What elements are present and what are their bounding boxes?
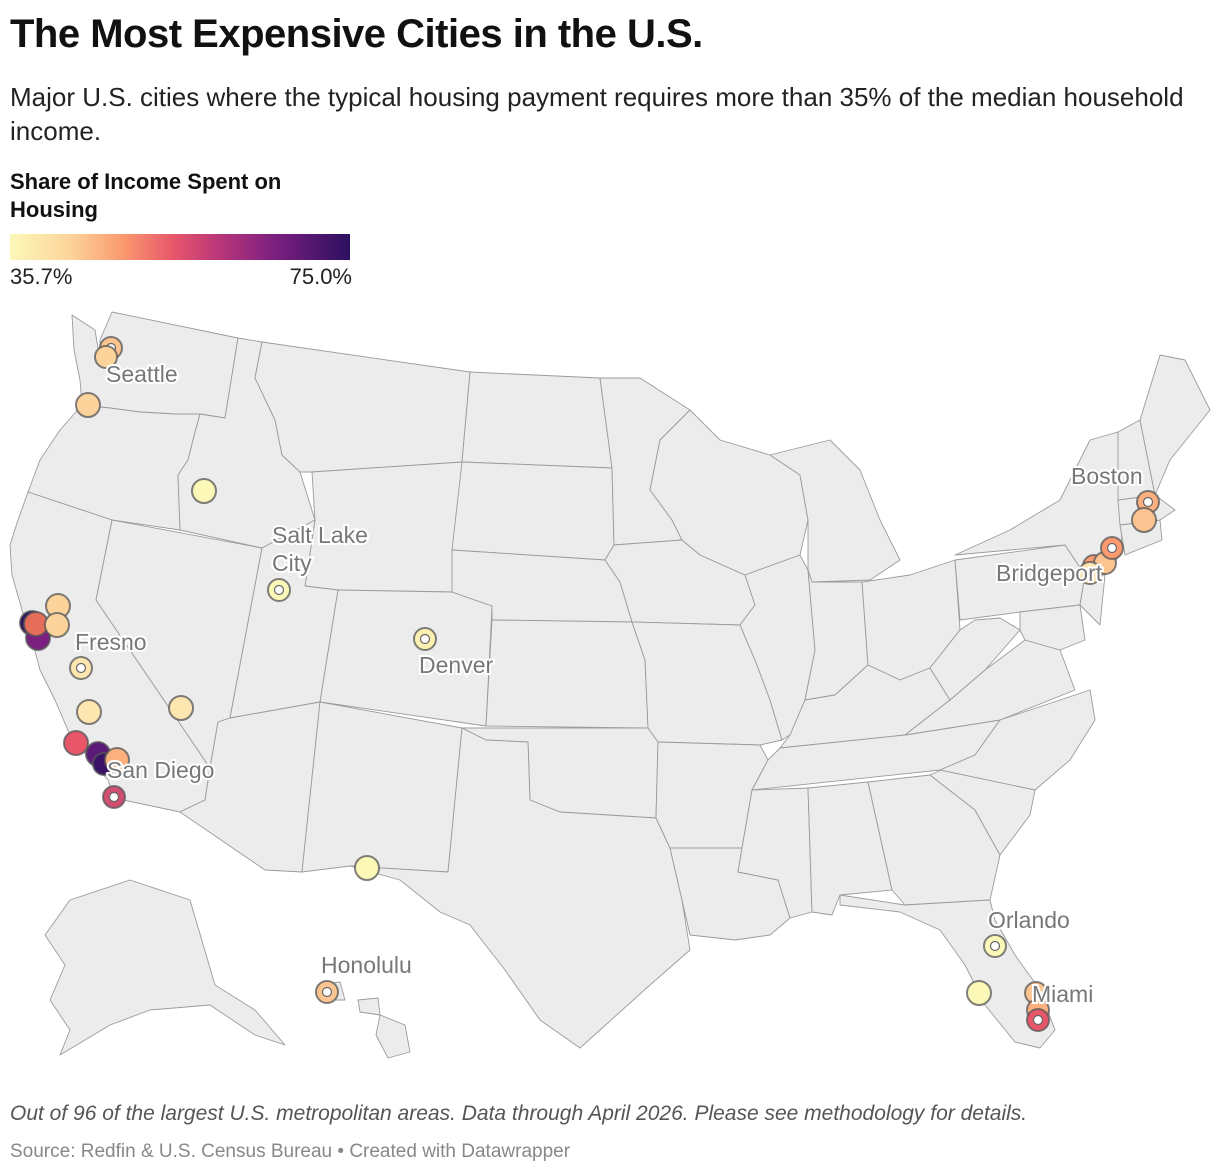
bubble-bay-area-e[interactable]	[44, 612, 70, 638]
bubble-portland[interactable]	[75, 392, 101, 418]
bubble-honolulu-center	[321, 986, 333, 998]
state-michigan	[769, 439, 901, 583]
chart-subtitle: Major U.S. cities where the typical hous…	[10, 82, 1184, 146]
label-seattle: Seattle	[106, 361, 178, 387]
bubble-salt-lake-city-center	[273, 584, 285, 596]
label-fresno: Fresno	[75, 629, 147, 655]
bubble-riverside[interactable]	[104, 747, 130, 773]
bubble-cape-coral[interactable]	[966, 980, 992, 1006]
city-labels: Seattle Salt Lake City Fresno Denver San…	[73, 359, 1145, 1009]
legend-gradient-bar	[10, 234, 350, 260]
state-south-dakota	[451, 461, 615, 561]
chart-title: The Most Expensive Cities in the U.S.	[10, 12, 703, 56]
city-bubbles	[19, 336, 1160, 1032]
bubble-miami-center	[1032, 1014, 1044, 1026]
bubble-bakersfield[interactable]	[76, 699, 102, 725]
bubble-seattle[interactable]	[94, 345, 118, 369]
bubble-boise[interactable]	[191, 478, 217, 504]
bubble-oxnard[interactable]	[63, 730, 89, 756]
state-florida	[839, 894, 1056, 1049]
label-salt-lake-line2: City	[272, 550, 312, 576]
bubble-providence[interactable]	[1131, 507, 1157, 533]
bubble-orlando-center	[989, 940, 1001, 952]
bubble-el-paso[interactable]	[354, 855, 380, 881]
state-alaska	[44, 879, 286, 1056]
label-bridgeport: Bridgeport	[996, 560, 1103, 586]
label-salt-lake-line1: Salt Lake	[272, 522, 368, 548]
bubble-san-diego-center	[108, 791, 120, 803]
bubble-fresno-center	[75, 662, 87, 674]
bubble-boston-center	[1142, 496, 1154, 508]
bubble-las-vegas[interactable]	[168, 695, 194, 721]
state-hawaii-big-island	[375, 1014, 411, 1059]
state-montana	[254, 341, 471, 473]
label-denver: Denver	[419, 652, 493, 678]
footer-note: Out of 96 of the largest U.S. metropolit…	[10, 1102, 1028, 1125]
label-honolulu: Honolulu	[321, 952, 412, 978]
legend-labels: 35.7% 75.0%	[10, 262, 352, 292]
color-legend: Share of Income Spent on Housing 35.7% 7…	[10, 168, 352, 292]
state-maryland-delaware	[1019, 604, 1086, 651]
label-miami: Miami	[1032, 981, 1093, 1007]
state-shapes	[9, 311, 1211, 1059]
legend-title: Share of Income Spent on Housing	[10, 169, 282, 222]
state-illinois	[739, 554, 816, 741]
state-new-mexico	[301, 701, 463, 873]
us-map: Seattle Salt Lake City Fresno Denver San…	[9, 311, 1211, 1059]
label-orlando: Orlando	[988, 907, 1070, 933]
state-maine	[1139, 354, 1211, 496]
footer-source: Source: Redfin & U.S. Census Bureau • Cr…	[10, 1141, 571, 1162]
legend-max-label: 75.0%	[289, 264, 352, 289]
bubble-denver-center	[419, 633, 431, 645]
state-north-dakota	[461, 371, 613, 469]
legend-min-label: 35.7%	[10, 264, 73, 289]
label-san-diego: San Diego	[107, 757, 214, 783]
state-west-virginia	[929, 617, 1021, 701]
bubble-new-york-center	[1106, 542, 1118, 554]
bubble-bridgeport-c[interactable]	[1078, 561, 1102, 585]
state-kansas	[485, 619, 649, 729]
state-hawaii-maui	[357, 997, 381, 1016]
label-boston: Boston	[1071, 463, 1143, 489]
state-north-carolina	[939, 689, 1096, 791]
